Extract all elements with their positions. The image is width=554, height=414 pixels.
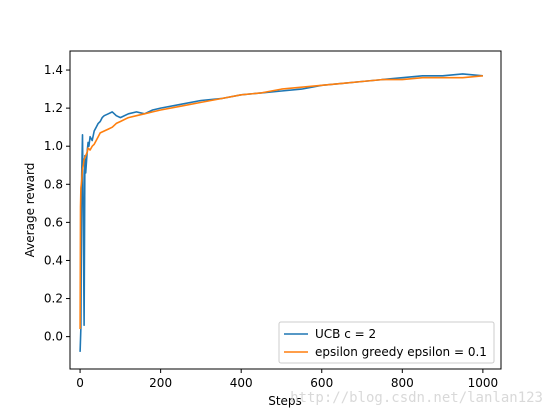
x-tick-label: 400 bbox=[230, 376, 253, 390]
legend-label-ucb: UCB c = 2 bbox=[315, 327, 376, 341]
legend-box bbox=[278, 321, 495, 364]
watermark: http://blog.csdn.net/lanlan123 bbox=[290, 390, 543, 406]
y-axis-ticks: 0.0 0.2 0.4 0.6 0.8 1.0 1.2 1.4 bbox=[44, 63, 70, 344]
y-tick-label: 0.8 bbox=[44, 177, 63, 191]
x-axis-ticks: 0 200 400 600 800 1000 bbox=[76, 369, 498, 390]
y-tick-label: 0.2 bbox=[44, 292, 63, 306]
y-tick-label: 1.0 bbox=[44, 139, 63, 153]
series-layer bbox=[79, 73, 483, 352]
series-line-epsilon-greedy bbox=[79, 75, 483, 330]
y-tick-label: 0.6 bbox=[44, 215, 63, 229]
y-tick-label: 0.4 bbox=[44, 253, 63, 267]
series-line-ucb bbox=[79, 73, 483, 352]
y-tick-label: 0.0 bbox=[44, 330, 63, 344]
y-tick-label: 1.4 bbox=[44, 63, 63, 77]
x-tick-label: 1000 bbox=[468, 376, 499, 390]
legend-label-epsilon: epsilon greedy epsilon = 0.1 bbox=[315, 345, 487, 359]
plot-frame bbox=[69, 50, 502, 370]
y-tick-label: 1.2 bbox=[44, 101, 63, 115]
legend: UCB c = 2 epsilon greedy epsilon = 0.1 bbox=[278, 321, 495, 364]
x-tick-label: 800 bbox=[391, 376, 414, 390]
x-tick-label: 200 bbox=[149, 376, 172, 390]
x-tick-label: 0 bbox=[76, 376, 84, 390]
x-tick-label: 600 bbox=[310, 376, 333, 390]
y-axis-label: Average reward bbox=[23, 163, 37, 258]
x-axis-label: Steps bbox=[268, 394, 302, 408]
